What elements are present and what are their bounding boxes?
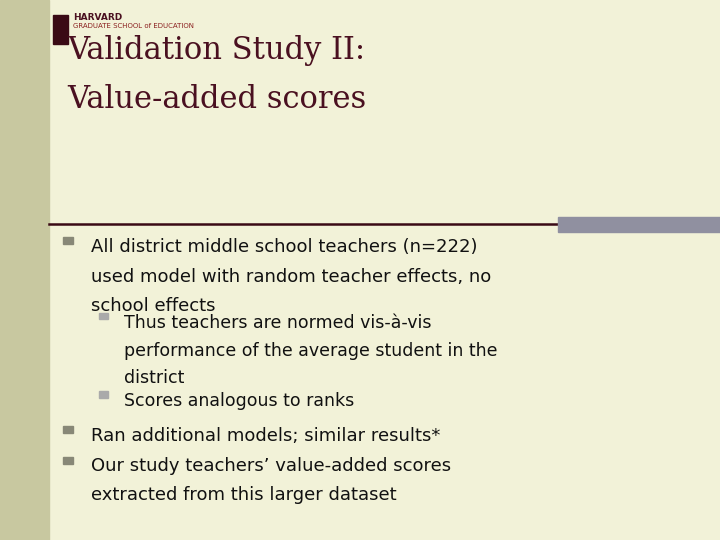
Bar [99,313,108,319]
Text: GRADUATE SCHOOL of EDUCATION: GRADUATE SCHOOL of EDUCATION [73,23,194,29]
Text: Thus teachers are normed vis-à-vis: Thus teachers are normed vis-à-vis [124,314,431,332]
Text: All district middle school teachers (n=222): All district middle school teachers (n=2… [91,238,477,255]
Bar [99,392,108,397]
Bar [0,0,49,540]
Text: Value-added scores: Value-added scores [67,84,366,114]
Text: school effects: school effects [91,297,215,315]
Text: extracted from this larger dataset: extracted from this larger dataset [91,486,396,504]
Bar [63,457,73,464]
Bar [63,237,73,244]
Text: Ran additional models; similar results*: Ran additional models; similar results* [91,427,440,444]
Text: district: district [124,369,184,387]
Text: Our study teachers’ value-added scores: Our study teachers’ value-added scores [91,457,451,475]
Text: Scores analogous to ranks: Scores analogous to ranks [124,392,354,410]
Text: HARVARD: HARVARD [73,14,122,23]
Bar [63,426,73,433]
Bar [53,15,68,44]
Bar [558,217,720,232]
Text: performance of the average student in the: performance of the average student in th… [124,342,498,360]
Text: used model with random teacher effects, no: used model with random teacher effects, … [91,268,491,286]
Text: Validation Study II:: Validation Study II: [67,35,365,66]
